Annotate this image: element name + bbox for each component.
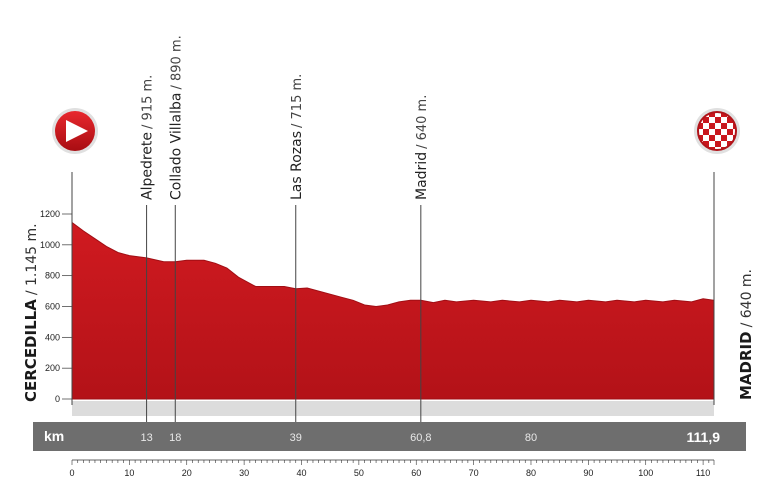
waypoint-name: Collado Villalba	[168, 93, 184, 200]
x-tick-label: 20	[182, 468, 192, 478]
y-tick-label: 200	[45, 363, 60, 373]
y-tick-label: 0	[55, 394, 60, 404]
finish-label: MADRID/ 640 m.	[737, 269, 755, 400]
km-bar-tick: 60,8	[410, 432, 431, 444]
waypoint-name: Alpedrete	[140, 132, 156, 200]
start-label: CERCEDILLA/ 1.145 m.	[22, 223, 40, 402]
x-tick-label: 10	[124, 468, 134, 478]
waypoint-altitude: 715 m.	[290, 74, 305, 120]
km-bar-background	[33, 422, 746, 451]
elevation-area	[71, 172, 715, 405]
x-tick-label: 90	[583, 468, 593, 478]
x-tick-label: 50	[354, 468, 364, 478]
y-tick-label: 1200	[40, 209, 60, 219]
x-tick-label: 80	[526, 468, 536, 478]
waypoint-label: Las Rozas/ 715 m.	[289, 74, 305, 200]
start-flag-icon	[52, 108, 98, 154]
waypoint-altitude: 890 m.	[169, 35, 184, 81]
finish-name: MADRID	[737, 331, 755, 400]
waypoint-label: Alpedrete/ 915 m.	[140, 75, 156, 200]
waypoint-markers: Alpedrete/ 915 m. Collado Villalba/ 890 m…	[140, 35, 430, 422]
y-tick-label: 600	[45, 302, 60, 312]
base-band-rect	[72, 401, 714, 416]
waypoint-altitude: 640 m.	[415, 95, 430, 141]
waypoint-name: Las Rozas	[289, 131, 305, 200]
km-bar-tick: 13	[140, 432, 152, 444]
km-bar-tick: 80	[525, 432, 537, 444]
x-tick-label: 30	[239, 468, 249, 478]
x-tick-label: 0	[69, 468, 74, 478]
waypoint-altitude: 915 m.	[141, 75, 156, 121]
y-tick-label: 1000	[40, 240, 60, 250]
elevation-area-path	[71, 221, 715, 400]
km-bar: km 13 18 39 60,8 80 111,9	[33, 422, 746, 451]
waypoint-name: Madrid	[414, 152, 430, 200]
finish-altitude: 640 m.	[739, 269, 755, 318]
km-bar-total: 111,9	[687, 429, 721, 445]
y-tick-label: 800	[45, 271, 60, 281]
start-altitude: 1.145 m.	[24, 223, 40, 286]
x-tick-label: 70	[469, 468, 479, 478]
waypoint-label: Madrid/ 640 m.	[414, 95, 430, 200]
finish-flag-icon	[694, 108, 740, 154]
x-tick-label: 60	[411, 468, 421, 478]
x-tick-label: 110	[696, 468, 710, 478]
y-axis: 0 200 400 600 800 1000 1200	[40, 209, 72, 404]
km-bar-tick: 39	[290, 432, 302, 444]
x-tick-label: 40	[296, 468, 306, 478]
waypoint-label: Collado Villalba/ 890 m.	[168, 35, 184, 200]
km-bar-unit: km	[44, 428, 64, 444]
km-bar-tick: 18	[169, 432, 181, 444]
base-band	[72, 401, 714, 416]
y-tick-label: 400	[45, 332, 60, 342]
x-tick-label: 100	[638, 468, 653, 478]
x-axis: 0 10 20 30 40 50 60 70 80 90 100 110	[69, 459, 715, 478]
start-name: CERCEDILLA	[22, 299, 40, 402]
